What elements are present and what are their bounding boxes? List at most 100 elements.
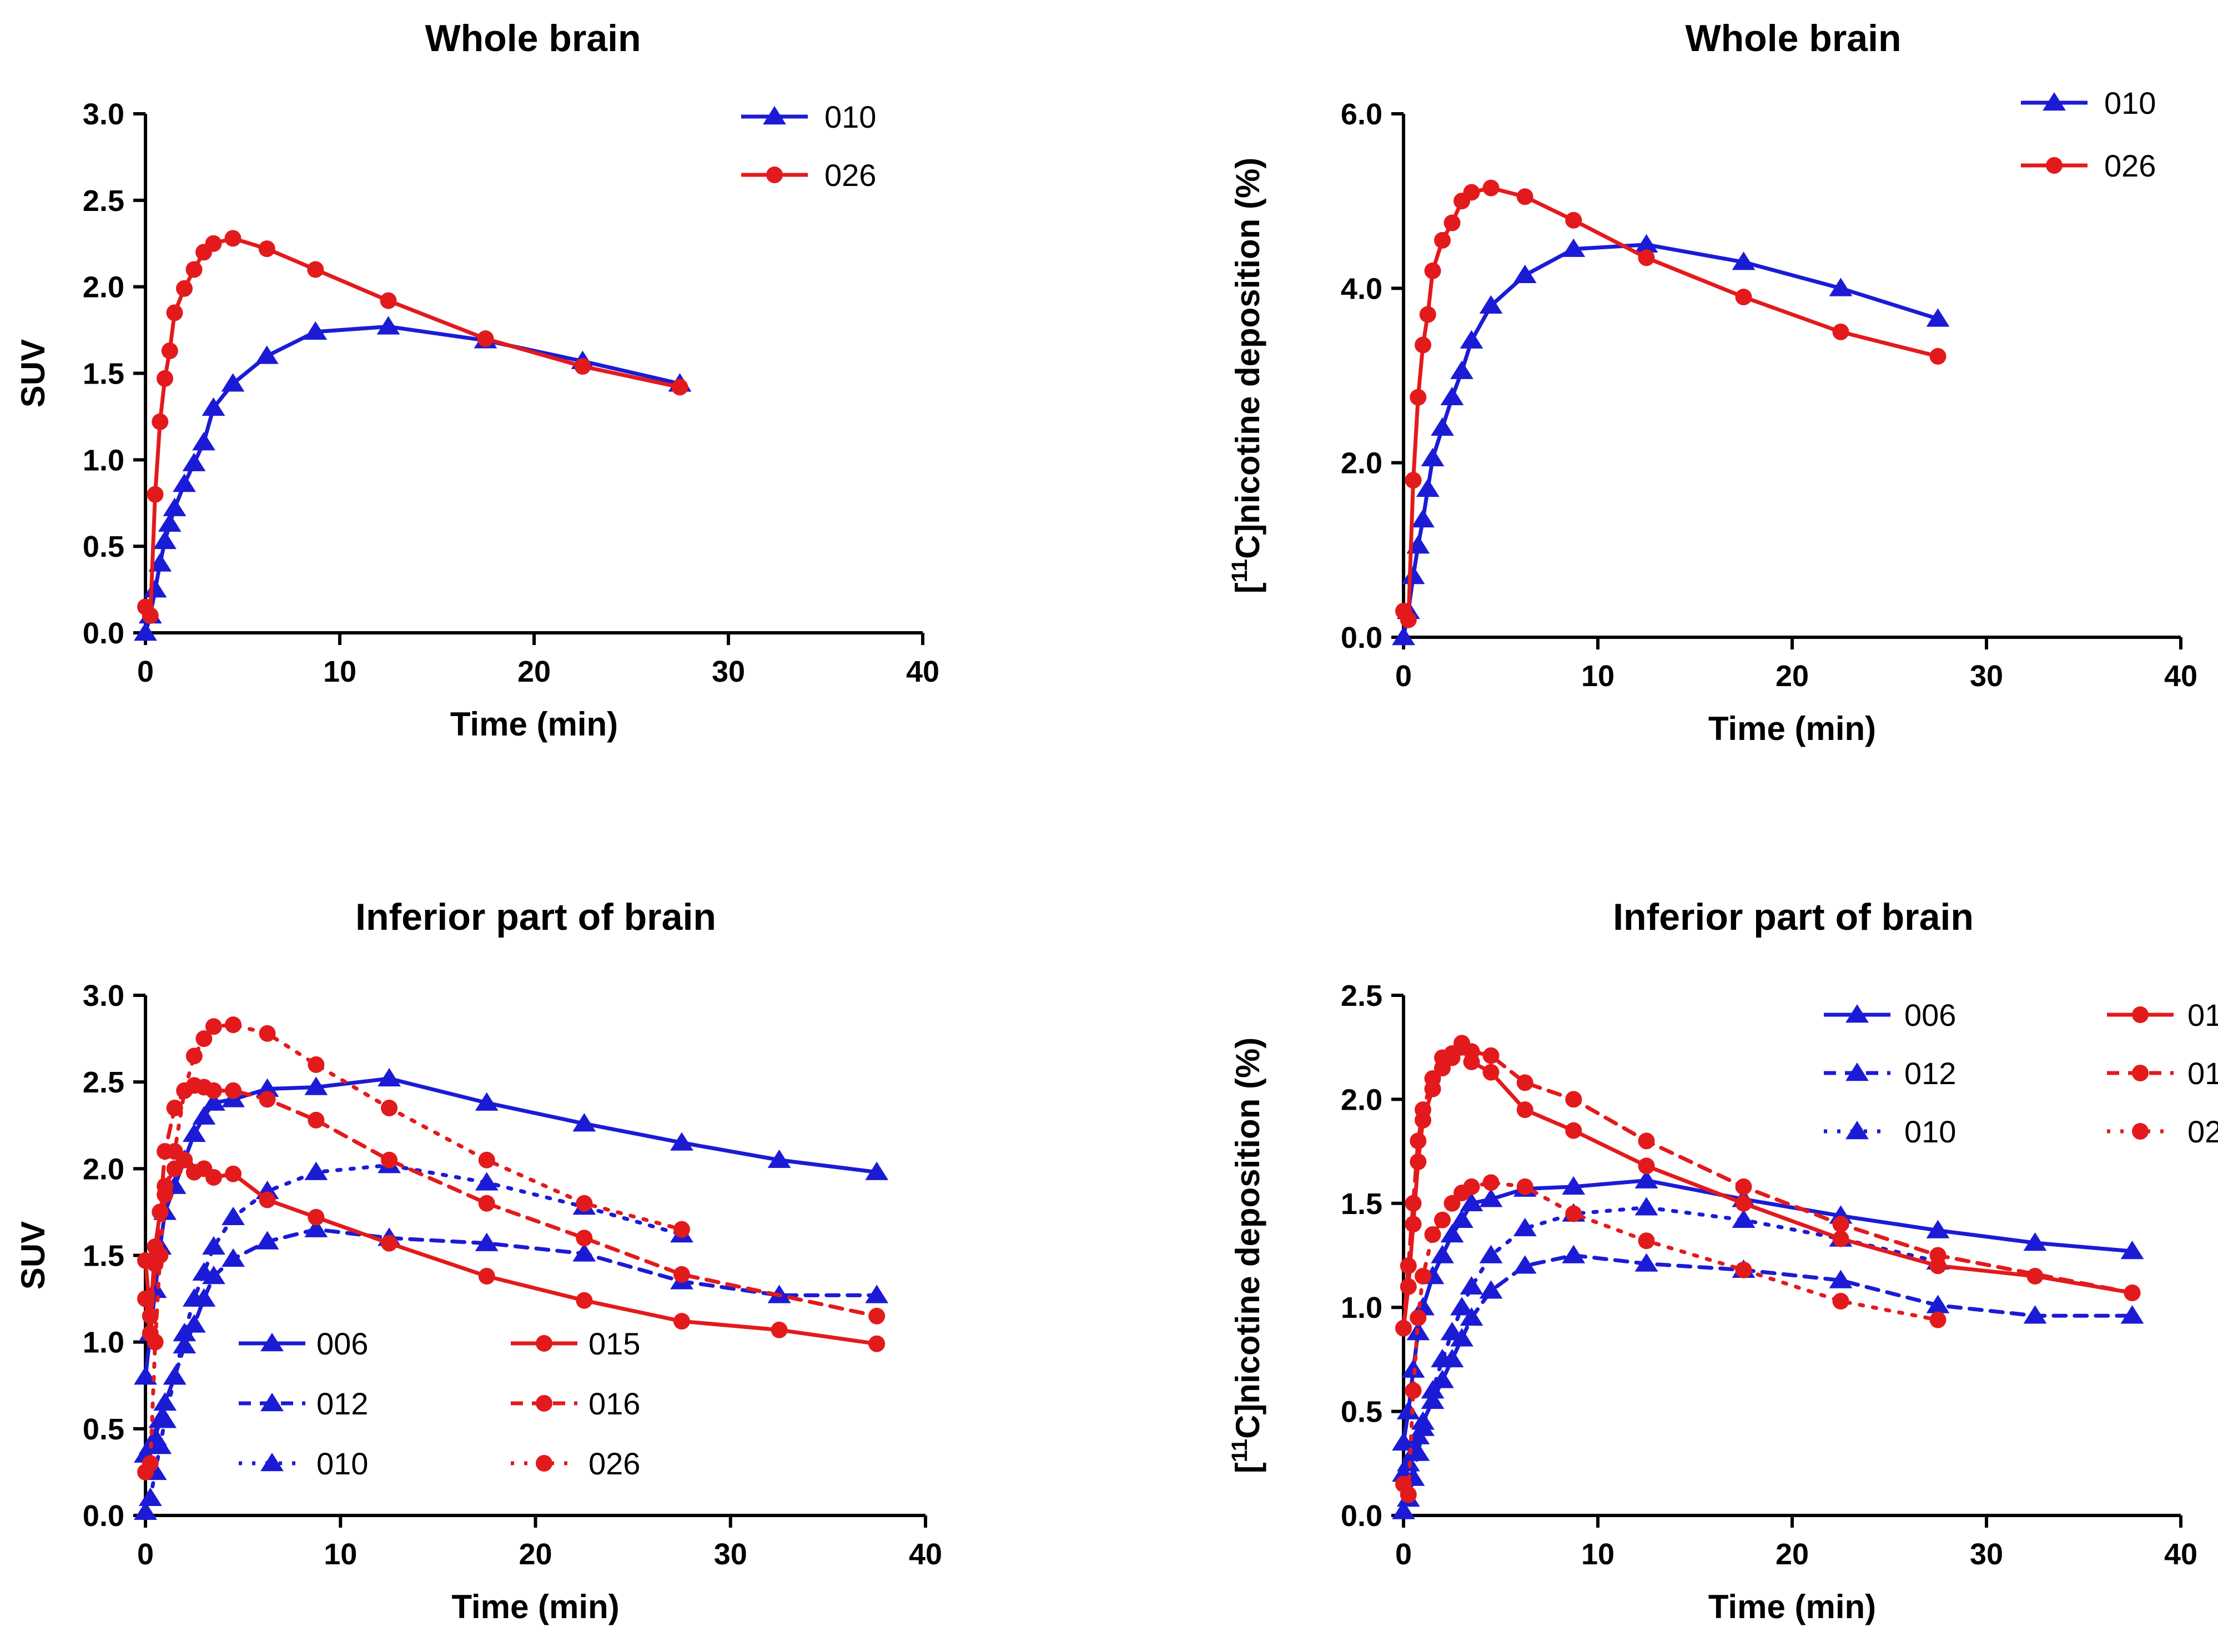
y-tick-label: 3.0: [83, 979, 124, 1013]
chart-title: Whole brain: [425, 17, 641, 59]
series-line: [143, 236, 682, 618]
data-point: [1482, 1174, 1500, 1191]
data-point: [1424, 1070, 1441, 1087]
data-point: [1431, 1348, 1454, 1368]
data-point: [1634, 1197, 1658, 1216]
chart-title: Whole brain: [1685, 17, 1901, 59]
data-point: [2124, 1284, 2141, 1301]
y-tick-label: 1.5: [83, 357, 124, 391]
data-point: [1405, 1382, 1422, 1399]
data-point: [308, 1056, 325, 1073]
data-point: [1450, 1209, 1473, 1228]
data-point: [142, 1455, 159, 1472]
data-point: [166, 1100, 183, 1117]
y-tick-label: 0.0: [1341, 621, 1382, 654]
data-point: [1410, 1132, 1427, 1150]
series-016: [1395, 1035, 2141, 1337]
data-point: [576, 1230, 593, 1247]
data-point: [138, 1487, 162, 1507]
x-tick-label: 40: [2164, 1538, 2197, 1571]
data-point: [1634, 1253, 1658, 1272]
series-015: [1395, 1039, 2141, 1337]
series-line: [1401, 1205, 1940, 1514]
data-point: [176, 280, 193, 297]
data-point: [1460, 1276, 1483, 1295]
x-tick-label: 0: [137, 655, 154, 688]
chart-title: Inferior part of brain: [355, 896, 716, 938]
x-tick-label: 0: [137, 1538, 154, 1571]
data-point: [1562, 1176, 1586, 1195]
data-point: [1400, 611, 1417, 628]
data-point: [1513, 264, 1537, 284]
x-tick-label: 30: [1970, 1538, 2003, 1571]
data-point: [1406, 1442, 1430, 1461]
data-point: [1516, 188, 1533, 205]
data-point: [192, 1106, 216, 1125]
data-point: [1482, 179, 1500, 197]
data-point: [1479, 295, 1503, 314]
legend: 010 026: [2021, 85, 2156, 183]
legend: 006 012 010 015 016 026: [239, 1326, 640, 1481]
data-point: [1421, 447, 1445, 467]
legend-label: 010: [2104, 85, 2156, 120]
y-tick-label: 2.0: [83, 1152, 124, 1186]
x-tick-label: 10: [323, 655, 356, 688]
data-point: [1396, 1401, 1420, 1419]
data-point: [1431, 417, 1454, 436]
data-point: [2023, 1232, 2047, 1251]
data-point: [1929, 347, 1947, 365]
series-010: [1392, 234, 1950, 646]
legend-item-015: 015: [511, 1326, 640, 1361]
legend-marker: [260, 1453, 284, 1472]
legend-marker: [2132, 1006, 2149, 1023]
series-010: [134, 1155, 693, 1520]
data-point: [1463, 1178, 1480, 1195]
legend-item-006: 006: [239, 1326, 368, 1361]
legend-label: 016: [589, 1386, 640, 1421]
y-tick-label: 0.5: [83, 1413, 124, 1446]
data-point: [182, 1288, 206, 1307]
x-tick-label: 10: [1581, 1538, 1615, 1571]
data-point: [173, 1334, 197, 1354]
data-point: [376, 316, 400, 335]
data-point: [304, 1218, 328, 1237]
data-point: [1832, 1292, 1849, 1309]
data-point: [148, 1436, 172, 1454]
data-point: [1832, 1216, 1849, 1233]
data-point: [1410, 389, 1427, 406]
x-axis-label: Time (min): [450, 706, 618, 743]
y-tick-label: 1.0: [83, 1326, 124, 1359]
data-point: [163, 497, 187, 516]
data-point: [1735, 1195, 1752, 1212]
data-point: [1440, 1322, 1464, 1341]
data-point: [1929, 1311, 1947, 1328]
data-point: [192, 1262, 216, 1281]
data-point: [148, 553, 172, 572]
data-point: [381, 1235, 398, 1252]
data-point: [152, 1247, 169, 1264]
legend-marker: [1845, 1004, 1869, 1023]
data-point: [153, 1392, 177, 1411]
data-point: [308, 1111, 325, 1129]
y-tick-label: 0.0: [83, 617, 124, 650]
legend-label: 026: [2104, 148, 2156, 183]
data-point: [137, 1290, 154, 1307]
legend-marker: [536, 1455, 552, 1472]
legend-marker: [536, 1335, 552, 1352]
data-point: [304, 321, 328, 340]
data-point: [1444, 214, 1461, 231]
data-point: [1416, 478, 1440, 497]
data-point: [176, 1082, 193, 1099]
data-point: [163, 1366, 187, 1385]
data-point: [1516, 1101, 1533, 1119]
data-point: [1829, 278, 1853, 296]
data-point: [1638, 249, 1655, 266]
series-026: [137, 1016, 690, 1480]
data-point: [1829, 1270, 1853, 1288]
data-point: [1832, 323, 1849, 340]
data-point: [381, 1151, 398, 1169]
x-tick-label: 30: [712, 655, 745, 688]
data-point: [134, 1366, 157, 1385]
data-point: [865, 1161, 889, 1180]
